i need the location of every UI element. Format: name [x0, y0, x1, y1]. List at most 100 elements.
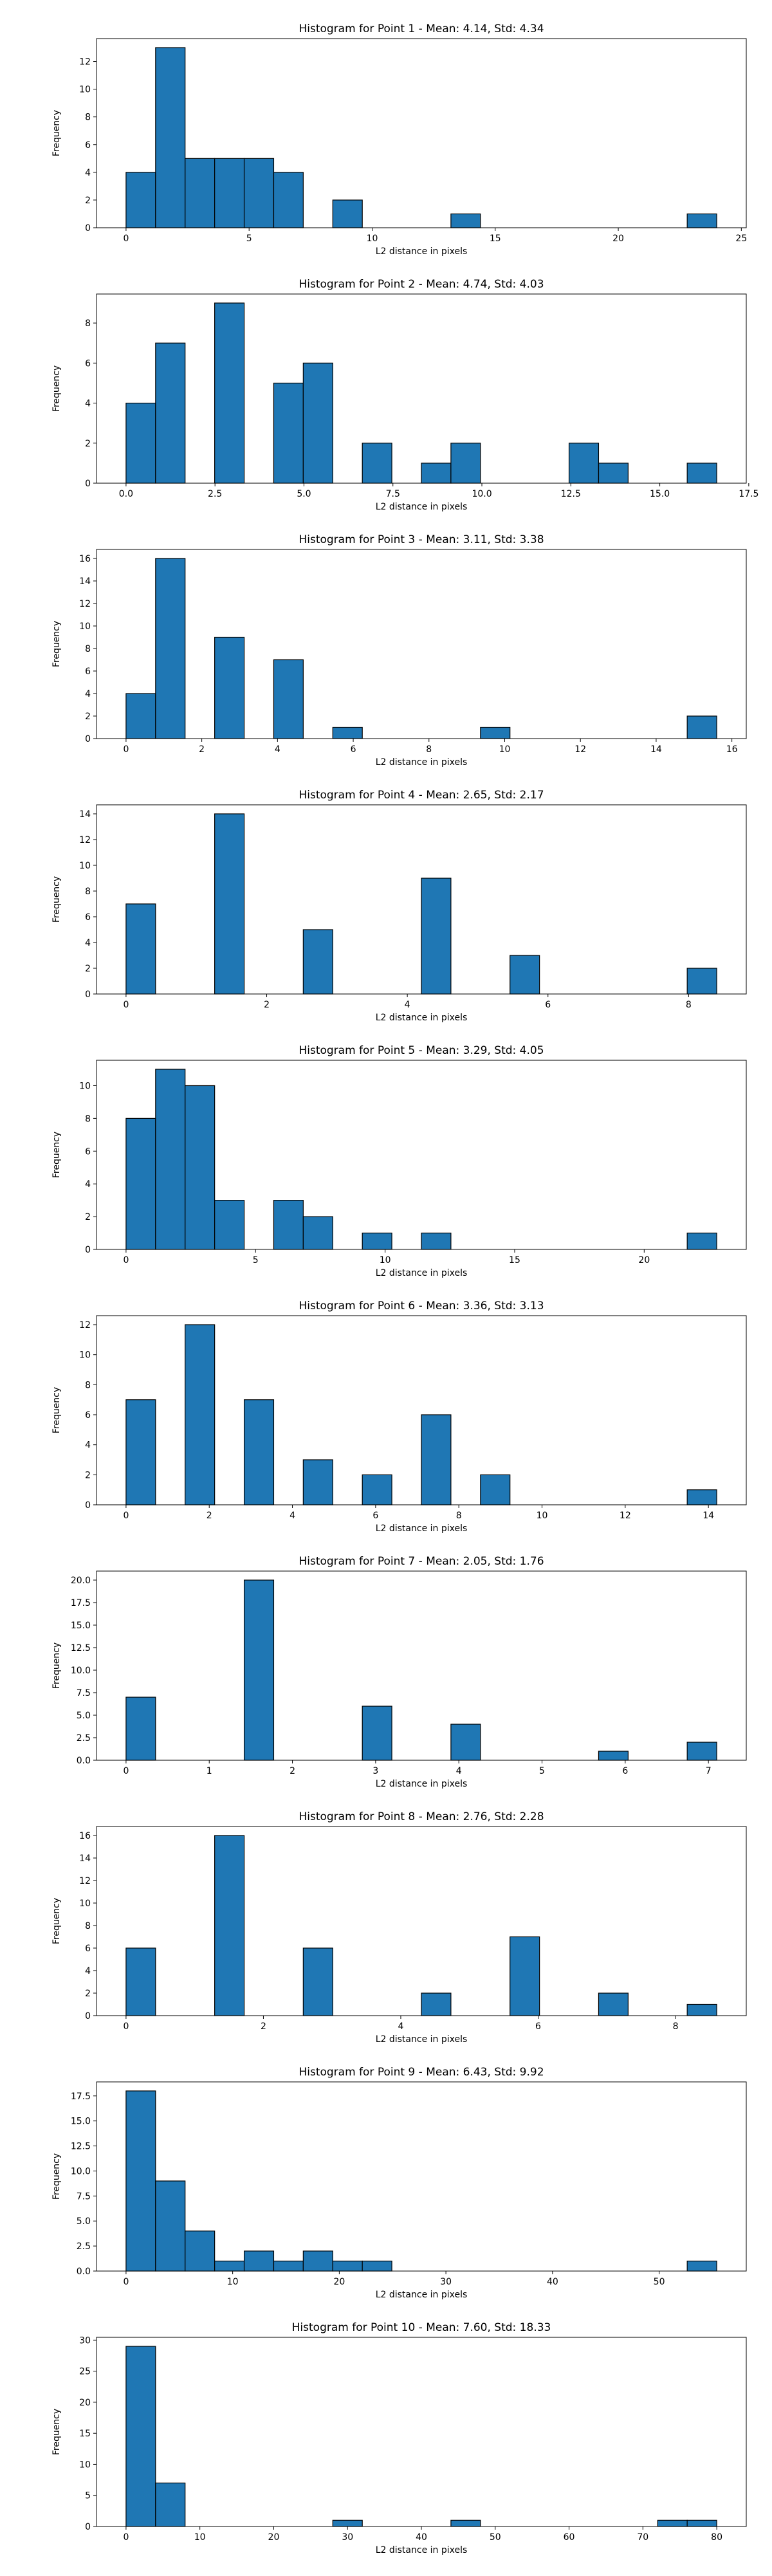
x-tick-label: 2: [207, 1511, 212, 1521]
y-tick-label: 8: [85, 113, 91, 123]
y-tick-label: 10.0: [71, 2166, 91, 2176]
histogram-bar: [273, 2260, 304, 2272]
y-tick-label: 4: [85, 689, 91, 699]
y-tick-label: 6: [85, 140, 91, 151]
histogram-bar: [185, 1085, 216, 1250]
y-tick-label: 6: [85, 1944, 91, 1954]
y-axis-label: Frequency: [51, 621, 62, 667]
x-tick-label: 0: [123, 1766, 129, 1776]
x-tick-label: 0: [123, 2532, 129, 2543]
x-tick-label: 0: [123, 1255, 129, 1265]
y-tick-label: 10: [79, 1081, 91, 1091]
y-tick-label: 12: [79, 835, 91, 845]
y-tick-label: 2: [85, 712, 91, 722]
x-tick-label: 50: [490, 2532, 501, 2543]
y-tick-label: 10: [79, 1350, 91, 1361]
histogram-bar: [125, 172, 156, 228]
histogram-bar: [362, 1474, 392, 1505]
histogram-bar: [155, 342, 186, 484]
y-tick-label: 12: [79, 599, 91, 609]
y-tick-label: 2: [85, 1212, 91, 1222]
x-tick-label: 12.5: [561, 489, 581, 499]
x-tick-label: 16: [726, 744, 738, 755]
y-tick-label: 6: [85, 1146, 91, 1157]
y-tick-label: 4: [85, 399, 91, 409]
y-tick-label: 4: [85, 1440, 91, 1451]
histogram-bar: [302, 1216, 333, 1250]
histogram-bar: [686, 463, 717, 484]
histogram-bar: [598, 1751, 629, 1761]
y-tick-label: 0.0: [77, 2267, 91, 2277]
chart-title: Histogram for Point 3 - Mean: 3.11, Std:…: [299, 533, 544, 546]
x-tick-label: 5: [539, 1766, 545, 1776]
histogram-bar: [273, 382, 304, 484]
x-tick-label: 8: [426, 744, 432, 755]
x-tick-label: 14: [650, 744, 662, 755]
histogram-bar: [125, 903, 156, 995]
y-tick-label: 6: [85, 912, 91, 923]
y-tick-label: 10: [79, 621, 91, 632]
x-tick-label: 15.0: [650, 489, 670, 499]
axes-frame: [96, 2337, 747, 2527]
axes-frame: [96, 549, 747, 739]
y-tick-label: 8: [85, 318, 91, 329]
y-axis-label: Frequency: [51, 2409, 62, 2455]
histogram-bar: [450, 1724, 481, 1761]
x-tick-label: 5.0: [297, 489, 311, 499]
histogram-bar: [421, 1414, 452, 1505]
x-tick-label: 25: [735, 234, 747, 244]
x-tick-label: 0: [123, 2021, 129, 2032]
histogram-bar: [686, 1232, 717, 1250]
x-tick-label: 20: [612, 234, 624, 244]
x-axis-label: L2 distance in pixels: [376, 2034, 468, 2045]
x-axis-label: L2 distance in pixels: [376, 502, 468, 512]
histogram-bar: [214, 1200, 245, 1250]
histogram-bar: [332, 199, 363, 228]
y-axis-label: Frequency: [51, 2153, 62, 2200]
x-tick-label: 17.5: [739, 489, 758, 499]
x-tick-label: 50: [654, 2277, 665, 2287]
y-tick-label: 2: [85, 1989, 91, 1999]
axes-frame: [96, 38, 747, 228]
x-axis-label: L2 distance in pixels: [376, 2290, 468, 2300]
x-tick-label: 30: [342, 2532, 353, 2543]
histogram-bar: [273, 1200, 304, 1250]
y-tick-label: 20: [79, 2398, 91, 2408]
axes-frame: [96, 1570, 747, 1761]
histogram-bar: [686, 1742, 717, 1761]
histogram-bar: [185, 2231, 216, 2272]
x-tick-label: 40: [416, 2532, 427, 2543]
x-tick-label: 2: [290, 1766, 295, 1776]
chart-title: Histogram for Point 2 - Mean: 4.74, Std:…: [299, 278, 544, 291]
histogram-bar: [362, 2260, 392, 2272]
x-tick-label: 2.5: [208, 489, 222, 499]
x-tick-label: 6: [622, 1766, 628, 1776]
histogram-panel-9: Histogram for Point 9 - Mean: 6.43, Std:…: [51, 2066, 747, 2300]
x-tick-label: 12: [620, 1511, 631, 1521]
x-tick-label: 8: [673, 2021, 679, 2032]
x-tick-label: 10: [537, 1511, 548, 1521]
x-axis-label: L2 distance in pixels: [376, 2545, 468, 2555]
x-axis-label: L2 distance in pixels: [376, 1268, 468, 1278]
axes-frame: [96, 1315, 747, 1505]
y-axis-label: Frequency: [51, 1898, 62, 1944]
y-tick-label: 14: [79, 576, 91, 587]
y-tick-label: 6: [85, 1410, 91, 1421]
histogram-bar: [125, 1399, 156, 1505]
axes-frame: [96, 1826, 747, 2016]
histogram-bar: [155, 1069, 186, 1250]
histogram-bar: [214, 636, 245, 739]
histogram-bar: [568, 443, 600, 484]
histogram-bar: [686, 2260, 717, 2272]
y-tick-label: 25: [79, 2367, 91, 2377]
x-tick-label: 2: [264, 1000, 270, 1010]
x-tick-label: 30: [440, 2277, 452, 2287]
histogram-bar: [243, 1579, 275, 1761]
histogram-bar: [302, 1947, 333, 2016]
histogram-bar: [125, 402, 156, 484]
y-tick-label: 12: [79, 1320, 91, 1330]
histogram-bar: [125, 2090, 156, 2272]
histogram-bar: [302, 362, 333, 484]
histogram-bar: [450, 443, 481, 484]
